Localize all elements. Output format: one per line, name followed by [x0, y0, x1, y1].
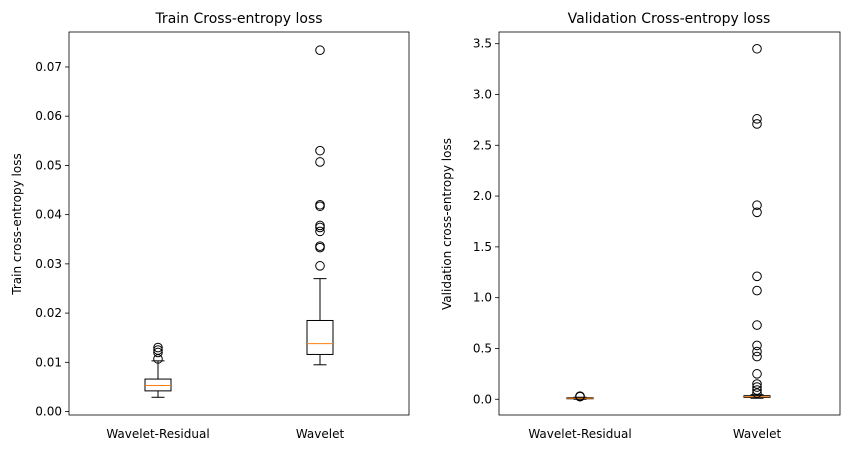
validation-wavelet-outlier: [752, 346, 762, 357]
validation-wavelet-outlier: [752, 320, 762, 330]
validation-wavelet-outlier: [752, 385, 762, 395]
validation-ytick-label: 0.0: [473, 392, 492, 406]
train-ytick-label: 0.01: [35, 355, 62, 369]
train-wavelet-residual-outlier: [153, 347, 163, 358]
train-wavelet-residual-outlier: [153, 345, 163, 355]
train-ytick-label: 0.05: [35, 158, 62, 172]
validation-loss-panel: Validation Cross-entropy loss Validation…: [440, 11, 841, 441]
validation-wavelet-outlier: [752, 207, 762, 218]
validation-wavelet-outlier: [752, 369, 762, 379]
train-xtick-label-0: Wavelet-Residual: [106, 427, 209, 441]
train-wavelet-outlier: [315, 220, 325, 231]
validation-wavelet-outlier: [752, 43, 762, 54]
validation-ytick-label: 2.5: [473, 138, 492, 152]
train-xtick-label-1: Wavelet: [296, 427, 345, 441]
validation-ytick-label: 1.5: [473, 240, 492, 254]
validation-xtick-label-1: Wavelet: [733, 427, 782, 441]
train-ytick-label: 0.04: [35, 208, 62, 222]
validation-loss-title: Validation Cross-entropy loss: [568, 11, 771, 27]
train-wavelet-outlier: [315, 45, 325, 56]
train-axes-frame: [68, 31, 410, 416]
train-ytick-label: 0.07: [35, 60, 62, 74]
validation-xtick-label-0: Wavelet-Residual: [528, 427, 631, 441]
validation-wavelet-outlier: [752, 114, 762, 124]
validation-ytick-label: 0.5: [473, 341, 492, 355]
validation-ytick-label: 1.0: [473, 291, 492, 305]
train-wavelet-outlier: [315, 199, 325, 210]
train-ytick-label: 0.00: [35, 405, 62, 419]
validation-wavelet-outlier: [752, 379, 762, 389]
validation-wavelet-outlier: [752, 388, 762, 398]
validation-wavelet-residual-outlier: [575, 391, 585, 402]
train-wavelet-outlier: [315, 261, 325, 271]
train-ytick-label: 0.06: [35, 109, 62, 123]
train-wavelet-outlier: [315, 226, 325, 237]
validation-ytick-label: 3.0: [473, 87, 492, 101]
validation-wavelet-outlier: [752, 382, 762, 392]
validation-ytick-label: 2.0: [473, 189, 492, 203]
validation-wavelet-outlier: [752, 351, 762, 362]
validation-wavelet-outlier: [752, 119, 762, 129]
train-ytick-label: 0.03: [35, 257, 62, 271]
validation-ytick-label: 3.5: [473, 37, 492, 51]
train-loss-ylabel: Train cross-entropy loss: [10, 153, 24, 295]
validation-loss-ylabel: Validation cross-entropy loss: [440, 138, 454, 310]
train-wavelet-outlier: [315, 241, 325, 251]
train-loss-title: Train Cross-entropy loss: [154, 11, 322, 27]
validation-wavelet-outlier: [752, 285, 762, 296]
train-loss-panel: Train Cross-entropy loss Train cross-ent…: [10, 11, 410, 441]
train-wavelet-box: [306, 319, 334, 355]
validation-wavelet-outlier: [752, 340, 762, 351]
train-ytick-label: 0.02: [35, 306, 62, 320]
validation-wavelet-outlier: [752, 200, 762, 211]
train-wavelet-outlier: [315, 145, 325, 156]
validation-axes-frame: [498, 31, 841, 416]
train-wavelet-residual-outlier: [153, 342, 163, 353]
train-wavelet-outlier: [315, 157, 325, 167]
validation-wavelet-outlier: [752, 271, 762, 282]
